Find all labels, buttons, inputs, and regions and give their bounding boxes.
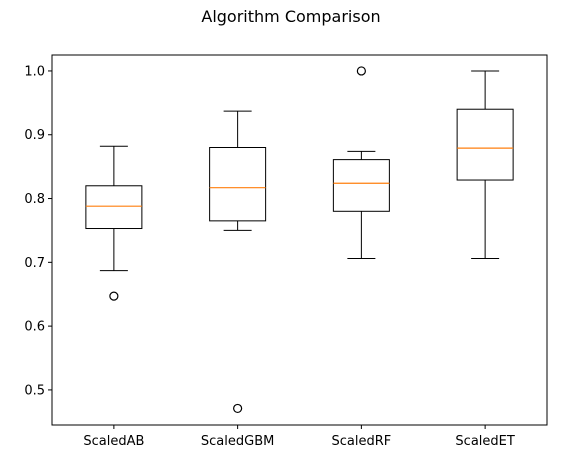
x-tick-label: ScaledET [455,434,514,449]
y-axis: 0.5 0.6 0.7 0.8 0.9 1.0 [24,64,52,398]
y-tick-label: 0.9 [24,128,45,143]
y-tick-label: 0.8 [24,192,45,207]
x-tick-label: ScaledAB [83,434,144,449]
box-group [209,110,267,414]
chart-title: Algorithm Comparison [201,7,380,26]
y-tick-label: 0.5 [24,383,45,398]
y-tick-label: 1.0 [24,64,45,79]
outlier-point [109,291,119,301]
x-axis: ScaledAB ScaledGBM ScaledRF ScaledET [83,425,515,449]
y-tick-label: 0.7 [24,256,45,271]
y-tick-label: 0.6 [24,320,45,335]
x-tick-label: ScaledGBM [201,434,274,449]
iqr-box [332,159,390,212]
box-group [85,145,143,301]
outlier-point [233,403,243,414]
plot-frame [51,54,548,426]
x-tick-label: ScaledRF [332,434,392,449]
box-group [456,70,514,259]
iqr-box [85,185,143,230]
box-group [332,66,390,259]
iqr-box [456,108,514,181]
plot-marks [85,66,514,414]
outlier-point [356,66,366,76]
iqr-box [209,147,267,222]
